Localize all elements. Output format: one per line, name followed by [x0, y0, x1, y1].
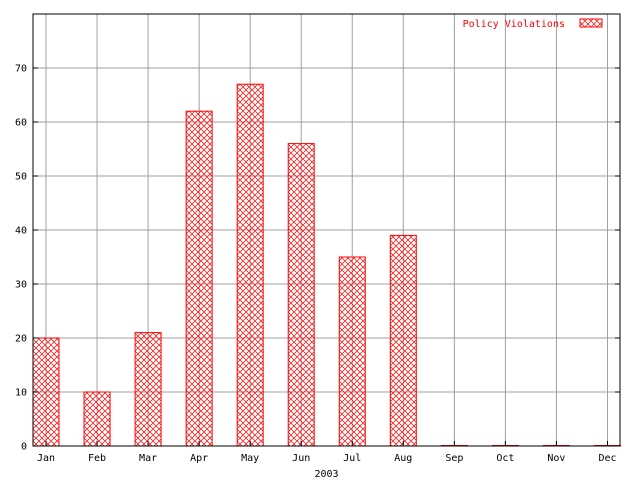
- legend-swatch: [579, 18, 603, 28]
- x-tick-label: Nov: [547, 453, 565, 464]
- bars: [32, 83, 621, 447]
- tick-labels: 0 10 20 30 40 50 60 70 Jan Feb Mar Apr May Jun Jul Aug S…: [15, 64, 617, 465]
- y-tick-label: 70: [15, 64, 27, 75]
- plot-frame: [32, 13, 621, 447]
- x-tick-label: Jun: [292, 453, 310, 464]
- x-tick-label: May: [241, 453, 259, 464]
- y-tick-label: 30: [15, 280, 27, 291]
- bar-feb: [83, 391, 111, 447]
- x-tick-label: Jan: [37, 453, 55, 464]
- bar-mar: [134, 332, 162, 447]
- x-tick-label: Jul: [343, 453, 361, 464]
- legend-label: Policy Violations: [463, 19, 565, 30]
- y-tick-label: 40: [15, 226, 27, 237]
- y-tick-label: 20: [15, 334, 27, 345]
- bar-jun: [287, 143, 315, 447]
- axes: [32, 13, 621, 447]
- y-tick-label: 10: [15, 388, 27, 399]
- x-tick-label: Apr: [190, 453, 208, 464]
- legend: Policy Violations: [463, 18, 603, 30]
- x-axis-title: 2003: [314, 469, 338, 480]
- bar-aug: [389, 234, 417, 447]
- x-tick-label: Oct: [496, 453, 514, 464]
- x-tick-label: Mar: [139, 453, 157, 464]
- x-tick-label: Feb: [88, 453, 106, 464]
- y-tick-label: 60: [15, 118, 27, 129]
- x-tick-label: Aug: [394, 453, 412, 464]
- bar-jul: [338, 256, 366, 447]
- bar-apr: [185, 110, 213, 447]
- x-tick-label: Dec: [598, 453, 616, 464]
- grid: [33, 14, 620, 447]
- y-tick-label: 50: [15, 172, 27, 183]
- y-tick-label: 0: [21, 442, 27, 453]
- bar-may: [236, 83, 264, 447]
- x-tick-label: Sep: [445, 453, 463, 464]
